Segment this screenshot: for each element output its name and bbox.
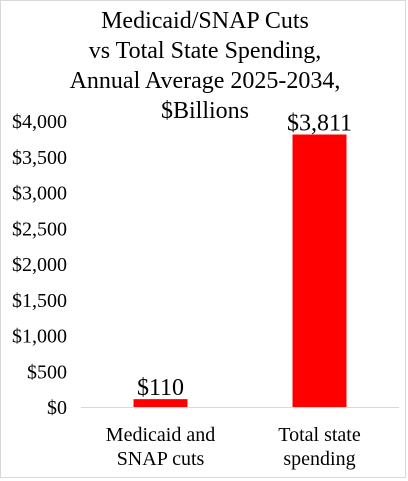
y-tick-label: $500 (27, 361, 67, 383)
data-labels: $110 $3,811 (137, 111, 352, 402)
chart-title-line-2: vs Total State Spending, (88, 38, 322, 64)
y-axis: $0 $500 $1,000 $1,500 $2,000 $2,500 $3,000 $3,5… (12, 111, 67, 419)
bar-data-label: $3,811 (287, 111, 352, 137)
chart-title-line-3: Annual Average 2025-2034, (69, 68, 341, 94)
y-tick-label: $3,000 (12, 183, 67, 205)
x-category-label: Medicaid and (106, 424, 215, 446)
x-category-label: Total state (278, 424, 361, 446)
y-tick-label: $1,500 (12, 290, 67, 312)
bar-data-label: $110 (137, 375, 184, 401)
chart-title-line-1: Medicaid/SNAP Cuts (101, 8, 309, 34)
x-category-label: spending (283, 448, 355, 470)
y-tick-label: $3,500 (12, 147, 67, 169)
bar (133, 399, 188, 407)
y-tick-label: $1,000 (12, 326, 67, 348)
bar (292, 134, 347, 408)
x-category-label: SNAP cuts (117, 448, 205, 470)
bars (133, 134, 347, 408)
y-tick-label: $0 (47, 397, 67, 419)
y-tick-label: $2,000 (12, 254, 67, 276)
y-tick-label: $4,000 (12, 111, 67, 133)
chart-title-line-4: $Billions (160, 98, 250, 124)
y-tick-label: $2,500 (12, 218, 67, 240)
